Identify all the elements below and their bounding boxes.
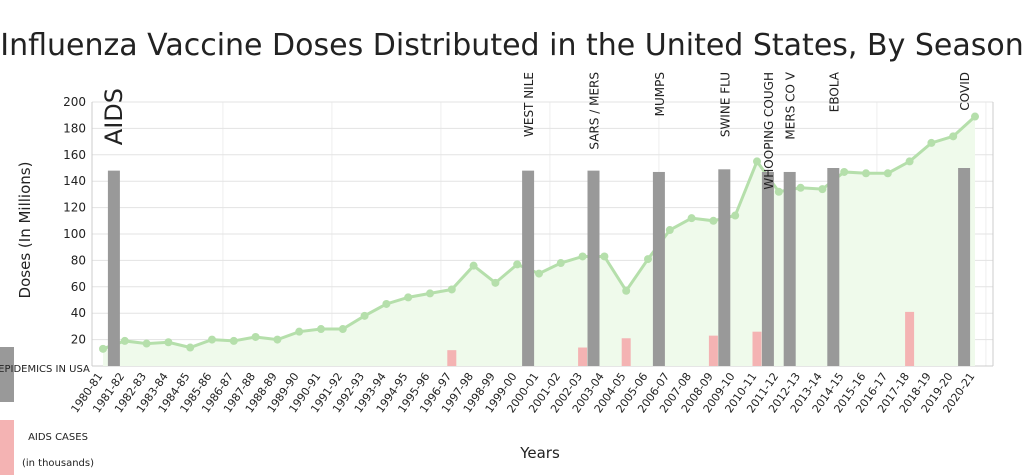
point bbox=[208, 335, 216, 344]
legend-label: AIDS CASES bbox=[28, 432, 88, 443]
point bbox=[905, 157, 914, 166]
point bbox=[469, 261, 478, 270]
epidemic-label: COVID bbox=[958, 72, 972, 111]
epidemic-bar bbox=[827, 168, 840, 366]
epidemic-label: MUMPS bbox=[653, 72, 667, 116]
point bbox=[120, 336, 129, 345]
y-tick-label: 40 bbox=[71, 306, 86, 320]
area bbox=[103, 116, 975, 367]
epidemic-bar bbox=[761, 171, 774, 366]
aids-bar bbox=[905, 311, 915, 366]
point bbox=[447, 285, 456, 294]
point bbox=[949, 132, 958, 141]
y-axis-label: Doses (In Millions) bbox=[16, 162, 34, 299]
epidemic-bar bbox=[783, 171, 796, 366]
point bbox=[709, 216, 718, 225]
y-tick-label: 200 bbox=[63, 95, 86, 109]
point bbox=[753, 157, 761, 166]
point bbox=[796, 183, 805, 192]
aids-bar bbox=[447, 350, 457, 366]
epidemic-bar bbox=[718, 169, 731, 366]
y-tick-label: 20 bbox=[71, 333, 86, 347]
aids-bar bbox=[621, 338, 631, 366]
epidemic-label: SARS / MERS bbox=[588, 72, 602, 150]
point bbox=[840, 167, 849, 176]
point bbox=[251, 332, 260, 341]
point bbox=[687, 214, 696, 223]
point bbox=[338, 325, 347, 334]
point bbox=[142, 339, 151, 348]
point bbox=[360, 311, 369, 320]
y-tick-label: 80 bbox=[71, 253, 86, 267]
epidemic-label: MERS CO V bbox=[784, 71, 798, 139]
epidemic-bar bbox=[652, 171, 665, 366]
point bbox=[382, 299, 391, 308]
point bbox=[295, 327, 304, 336]
point bbox=[883, 169, 892, 178]
point bbox=[927, 138, 936, 147]
y-tick-label: 120 bbox=[63, 201, 86, 215]
point bbox=[164, 338, 173, 347]
point bbox=[971, 112, 979, 121]
epidemic-label: AIDS bbox=[100, 88, 128, 145]
y-tick-label: 140 bbox=[63, 174, 86, 188]
epidemic-label: WEST NILE bbox=[522, 72, 536, 137]
point bbox=[644, 255, 652, 264]
legend-label: EPIDEMICS IN USA bbox=[0, 364, 90, 375]
epidemic-bar bbox=[587, 170, 600, 366]
epidemic-label: WHOOPING COUGH bbox=[762, 72, 776, 190]
point bbox=[600, 252, 609, 261]
point bbox=[818, 185, 827, 194]
epidemic-label: EBOLA bbox=[827, 71, 841, 112]
point bbox=[774, 187, 783, 196]
point bbox=[622, 286, 631, 295]
point bbox=[665, 226, 674, 235]
aids-bar bbox=[708, 335, 718, 366]
epidemic-bar bbox=[107, 170, 120, 366]
point bbox=[404, 293, 413, 302]
point bbox=[491, 278, 500, 287]
point bbox=[426, 289, 434, 298]
point bbox=[578, 252, 587, 261]
chart-title: Influenza Vaccine Doses Distributed in t… bbox=[0, 28, 1024, 63]
epidemic-bar bbox=[958, 168, 971, 366]
legend-swatch bbox=[0, 420, 14, 475]
y-tick-label: 100 bbox=[63, 227, 86, 241]
epidemic-label: SWINE FLU bbox=[718, 72, 732, 137]
point bbox=[317, 325, 325, 334]
legend-label: (in thousands) bbox=[22, 458, 94, 469]
point bbox=[186, 343, 195, 352]
aids-bar bbox=[752, 331, 762, 366]
point bbox=[535, 269, 543, 278]
y-tick-label: 160 bbox=[63, 148, 86, 162]
point bbox=[513, 260, 522, 269]
x-axis-label: Years bbox=[519, 444, 560, 462]
point bbox=[99, 344, 107, 353]
point bbox=[731, 211, 740, 220]
y-tick-label: 60 bbox=[71, 280, 86, 294]
point bbox=[862, 169, 870, 178]
y-tick-label: 180 bbox=[63, 121, 86, 135]
aids-bar bbox=[578, 347, 588, 366]
point bbox=[273, 335, 282, 344]
legend-swatch bbox=[0, 347, 14, 402]
epidemic-bar bbox=[522, 170, 535, 366]
point bbox=[556, 259, 565, 268]
point bbox=[229, 336, 238, 345]
